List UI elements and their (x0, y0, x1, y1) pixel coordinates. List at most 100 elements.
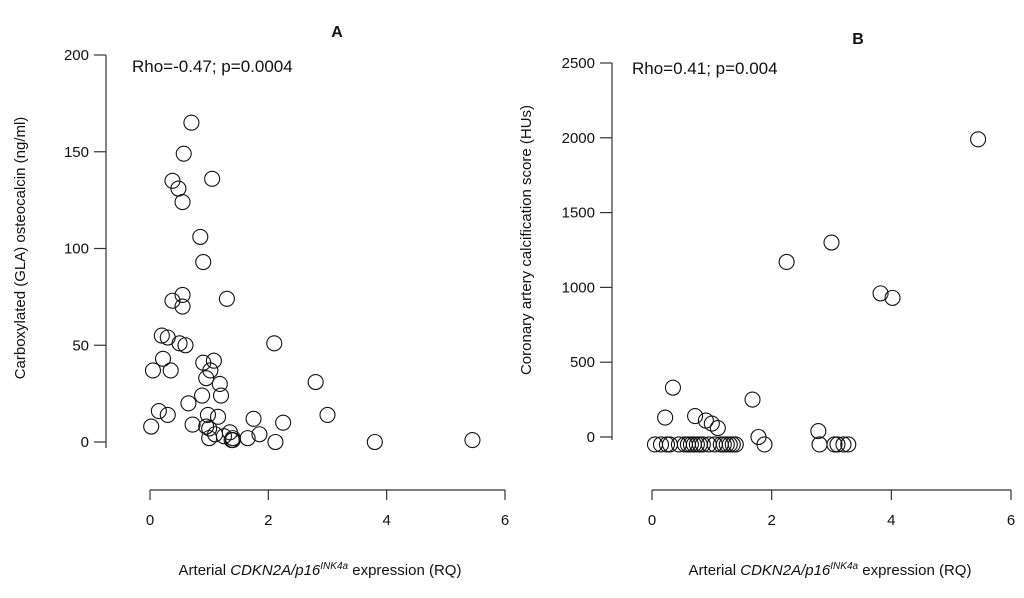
x-tick-label: 0 (146, 512, 154, 529)
y-tick-label: 200 (64, 47, 89, 64)
panel-a-label: A (331, 24, 343, 41)
scatter-point (211, 375, 228, 393)
scatter-point (177, 337, 194, 354)
scatter-point (275, 414, 292, 431)
y-tick-label: 0 (587, 429, 595, 446)
y-tick-label: 1500 (562, 205, 595, 222)
panel-a-y-axis-label: Carboxylated (GLA) osteocalcin (ng/ml) (12, 117, 29, 380)
scatter-point (171, 335, 188, 352)
scatter-point (183, 114, 200, 131)
scatter-point (175, 145, 192, 162)
xlabel-superscript: INK4a (320, 561, 348, 572)
scatter-point (872, 285, 889, 302)
scatter-point (159, 329, 176, 346)
scatter-point (829, 436, 846, 453)
scatter-point (319, 406, 336, 423)
scatter-point (198, 370, 215, 387)
scatter-point (721, 436, 738, 453)
scatter-point (154, 350, 172, 367)
x-tick-label: 4 (887, 512, 895, 529)
scatter-point (703, 415, 720, 432)
scatter-point (657, 409, 674, 426)
y-tick-label: 0 (81, 434, 89, 451)
scatter-point (366, 433, 383, 451)
y-tick-label: 500 (570, 354, 595, 371)
xlabel-post: expression (RQ) (348, 562, 461, 579)
scatter-point (201, 420, 218, 437)
scatter-point (143, 418, 160, 435)
scatter-point (195, 253, 212, 271)
scatter-point (174, 194, 191, 211)
x-tick-label: 4 (382, 512, 390, 529)
y-tick-label: 2500 (562, 55, 595, 72)
panel-a: A Rho=-0.47; p=0.0004 Carboxylated (GLA)… (12, 24, 509, 579)
x-tick-label: 2 (767, 512, 775, 529)
scatter-point (194, 387, 211, 404)
scatter-point (150, 402, 167, 420)
scatter-point (245, 410, 262, 427)
xlabel-gene: CDKN2A/p16 (230, 562, 321, 579)
scatter-point (709, 419, 726, 437)
scatter-point (652, 436, 670, 453)
scatter-point (267, 433, 284, 451)
scatter-point (199, 406, 217, 423)
panel-b-label: B (852, 31, 864, 48)
x-tick-label: 6 (1007, 512, 1015, 529)
x-tick-label: 2 (264, 512, 272, 529)
scatter-point (664, 379, 681, 396)
scatter-point (727, 436, 744, 453)
scatter-point (464, 432, 481, 449)
panel-b: B Rho=0.41; p=0.004 Coronary artery calc… (518, 31, 1015, 579)
scatter-point (718, 436, 735, 453)
scatter-point (682, 436, 699, 453)
scatter-point (164, 292, 181, 309)
scatter-point (162, 362, 179, 379)
y-tick-label: 50 (72, 337, 89, 354)
scatter-point (212, 387, 230, 404)
scatter-point (694, 436, 711, 453)
scatter-point (209, 408, 227, 425)
scatter-point (180, 395, 197, 412)
scatter-point (970, 131, 987, 148)
scatter-point (192, 228, 209, 245)
scatter-point (823, 234, 840, 251)
xlabel-gene: CDKN2A/p16 (740, 562, 831, 579)
scatter-point (688, 436, 705, 453)
scatter-point (826, 436, 843, 453)
panel-b-y-axis-label: Coronary artery calcification score (HUs… (518, 105, 535, 375)
scatter-point (205, 352, 222, 369)
y-tick-label: 2000 (562, 130, 595, 147)
scatter-point (184, 416, 201, 433)
scatter-point (215, 428, 233, 445)
panel-a-x-axis-label: Arterial CDKN2A/p16INK4a expression (RQ) (179, 561, 462, 579)
scatter-point (266, 335, 283, 352)
y-tick-label: 1000 (562, 279, 595, 296)
scatter-point (715, 436, 732, 453)
scatter-point (744, 391, 761, 408)
scatter-point (661, 436, 679, 453)
scatter-point (658, 436, 676, 453)
scatter-point (174, 286, 191, 303)
xlabel-pre: Arterial (689, 562, 741, 579)
scatter-point (159, 406, 176, 423)
scatter-point (174, 298, 191, 315)
xlabel-superscript: INK4a (830, 561, 858, 572)
y-tick-label: 150 (64, 144, 89, 161)
scatter-point (218, 290, 235, 307)
scatter-point (307, 373, 324, 391)
panel-b-x-axis-label: Arterial CDKN2A/p16INK4a expression (RQ) (689, 561, 972, 579)
scatter-point (811, 436, 828, 453)
panel-a-annotation: Rho=-0.47; p=0.0004 (132, 57, 293, 76)
xlabel-pre: Arterial (179, 562, 231, 579)
scatter-point (810, 422, 827, 440)
y-tick-label: 100 (64, 241, 89, 258)
scatter-point (756, 436, 773, 453)
scatter-point (153, 327, 170, 344)
x-tick-label: 6 (501, 512, 509, 529)
x-tick-label: 0 (648, 512, 656, 529)
scatter-point (251, 426, 268, 443)
scatter-point (778, 253, 795, 271)
scatter-point (202, 362, 219, 379)
scatter-point (835, 436, 852, 453)
